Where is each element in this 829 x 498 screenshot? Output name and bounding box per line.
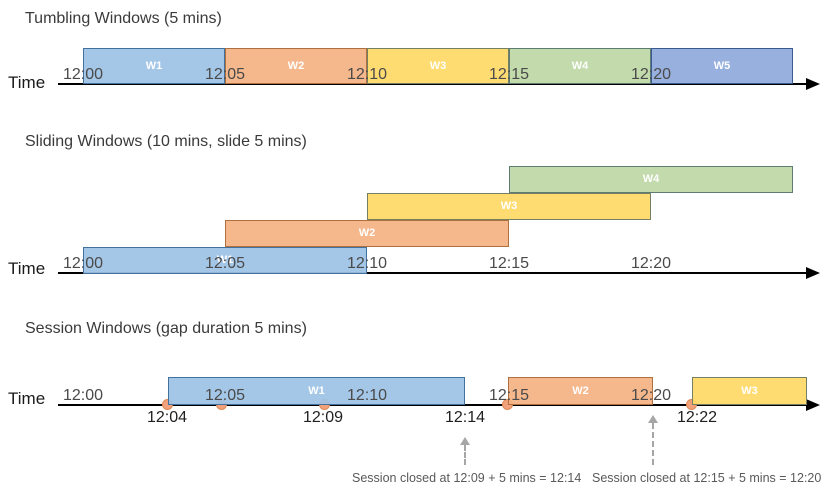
sliding-window-label-w2: W2 — [358, 227, 376, 239]
tumbling-window-label-w1: W1 — [145, 59, 163, 72]
sliding-window-box-w1 — [83, 247, 367, 274]
sliding-window-box-w4 — [509, 166, 793, 193]
tumbling-window-label-w2: W2 — [287, 59, 305, 72]
sliding-tick-label: 12:10 — [346, 255, 388, 272]
session-annotation-arrowhead-icon — [648, 415, 658, 423]
tumbling-window-label-w3: W3 — [429, 59, 447, 72]
tumbling-section-title: Tumbling Windows (5 mins) — [25, 10, 222, 27]
tumbling-window-label-w5: W5 — [713, 59, 731, 72]
session-window-label-w1: W1 — [308, 384, 325, 397]
tumbling-window-box-w3 — [367, 48, 509, 84]
session-window-box-w1 — [168, 377, 465, 405]
tumbling-window-label-w4: W4 — [571, 59, 589, 72]
tumbling-tick-label: 12:00 — [62, 66, 104, 83]
session-event-time-label: 12:09 — [302, 409, 344, 426]
sliding-timeline — [58, 272, 806, 274]
tumbling-window-box-w4 — [509, 48, 651, 84]
sliding-tick-label: 12:00 — [62, 255, 104, 272]
sliding-section-title: Sliding Windows (10 mins, slide 5 mins) — [25, 133, 307, 150]
tumbling-tick-label: 12:15 — [488, 66, 530, 83]
session-timeline-arrowhead-icon — [806, 399, 820, 411]
tumbling-timeline — [58, 83, 806, 85]
session-window-box-w3 — [692, 377, 807, 405]
session-timeline — [58, 404, 806, 406]
tumbling-tick-label: 12:10 — [346, 66, 388, 83]
session-annotation-text: Session closed at 12:15 + 5 mins = 12:20 — [592, 471, 822, 485]
session-annotation-text: Session closed at 12:09 + 5 mins = 12:14 — [352, 471, 582, 485]
sliding-tick-label: 12:15 — [488, 255, 530, 272]
sliding-tick-label: 12:20 — [630, 255, 672, 272]
session-time-axis-label: Time — [8, 389, 46, 408]
sliding-window-box-w2 — [225, 220, 509, 247]
sliding-window-box-w3 — [367, 193, 651, 220]
sliding-window-label-w4: W4 — [642, 173, 660, 185]
tumbling-window-box-w1 — [83, 48, 225, 84]
sliding-tick-label: 12:05 — [204, 255, 246, 272]
tumbling-timeline-arrowhead-icon — [806, 78, 820, 90]
session-annotation-arrow-line — [652, 423, 654, 465]
session-annotation-arrow-line — [464, 445, 466, 465]
session-section-title: Session Windows (gap duration 5 mins) — [25, 320, 307, 337]
tumbling-window-box-w2 — [225, 48, 367, 84]
sliding-window-label-w3: W3 — [500, 200, 518, 212]
session-tick-label: 12:10 — [346, 387, 388, 404]
session-tick-label: 12:00 — [62, 387, 104, 404]
session-tick-label: 12:15 — [488, 387, 530, 404]
tumbling-tick-label: 12:20 — [630, 66, 672, 83]
tumbling-window-box-w5 — [651, 48, 793, 84]
sliding-time-axis-label: Time — [8, 259, 46, 278]
tumbling-time-axis-label: Time — [8, 73, 46, 92]
tumbling-tick-label: 12:05 — [204, 66, 246, 83]
session-event-time-label: 12:14 — [444, 409, 486, 426]
session-annotation-arrowhead-icon — [460, 437, 470, 445]
session-tick-label: 12:05 — [204, 387, 246, 404]
sliding-window-label-w1: W1 — [216, 254, 234, 266]
session-event-time-label: 12:04 — [146, 409, 188, 426]
session-window-label-w2: W2 — [572, 384, 589, 397]
session-event-time-label: 12:22 — [676, 409, 718, 426]
session-tick-label: 12:20 — [630, 387, 672, 404]
sliding-timeline-arrowhead-icon — [806, 267, 820, 279]
session-window-label-w3: W3 — [741, 384, 758, 397]
session-window-box-w2 — [508, 377, 653, 405]
